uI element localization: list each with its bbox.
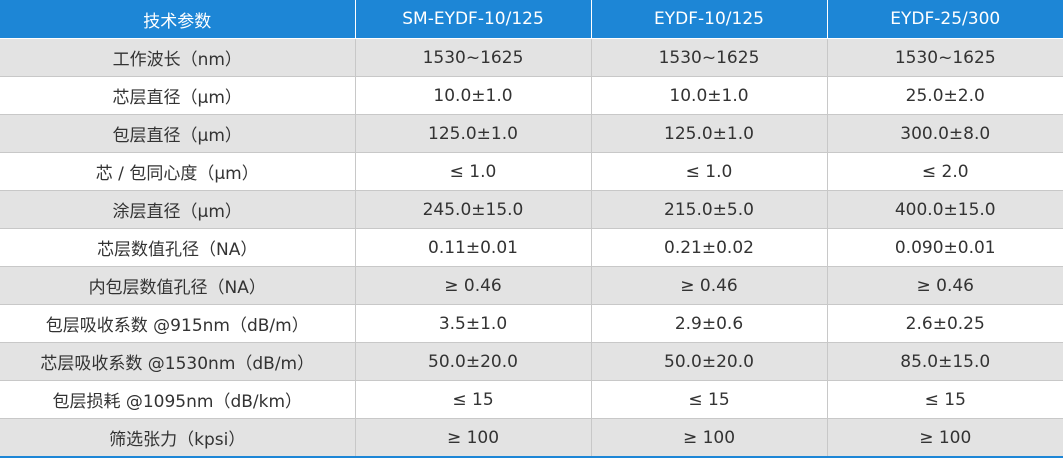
value-cell: ≥ 100	[354, 418, 591, 458]
value-cell: ≥ 100	[826, 418, 1063, 458]
value-cell: 300.0±8.0	[826, 114, 1063, 153]
header-cell: SM-EYDF-10/125	[354, 0, 591, 39]
parameter-cell: 包层吸收系数 @915nm（dB/m）	[0, 304, 355, 343]
value-cell: 1530~1625	[354, 38, 591, 77]
value-cell: ≤ 15	[354, 380, 591, 419]
value-cell: ≤ 15	[826, 380, 1063, 419]
value-cell: ≤ 1.0	[354, 152, 591, 191]
header-row: 技术参数 SM-EYDF-10/125 EYDF-10/125 EYDF-25/300	[0, 0, 1063, 39]
value-cell: 1530~1625	[826, 38, 1063, 77]
table-body: 工作波长（nm） 1530~1625 1530~1625 1530~1625 芯层直径（…	[0, 38, 1063, 458]
value-cell: 125.0±1.0	[590, 114, 827, 153]
table-row: 芯层直径（μm） 10.0±1.0 10.0±1.0 25.0±2.0	[0, 76, 1063, 115]
value-cell: ≥ 0.46	[354, 266, 591, 305]
value-cell: 2.9±0.6	[590, 304, 827, 343]
value-cell: 400.0±15.0	[826, 190, 1063, 229]
table-row: 包层吸收系数 @915nm（dB/m） 3.5±1.0 2.9±0.6 2.6±0.2…	[0, 304, 1063, 343]
value-cell: 1530~1625	[590, 38, 827, 77]
value-cell: 2.6±0.25	[826, 304, 1063, 343]
value-cell: 125.0±1.0	[354, 114, 591, 153]
table-row: 芯层吸收系数 @1530nm（dB/m） 50.0±20.0 50.0±20.0 85…	[0, 342, 1063, 381]
value-cell: ≥ 0.46	[590, 266, 827, 305]
parameter-cell: 工作波长（nm）	[0, 38, 355, 77]
value-cell: 0.11±0.01	[354, 228, 591, 267]
value-cell: 50.0±20.0	[354, 342, 591, 381]
table-row: 芯层数值孔径（NA） 0.11±0.01 0.21±0.02 0.090±0.01	[0, 228, 1063, 267]
header-cell: EYDF-25/300	[826, 0, 1063, 39]
value-cell: 50.0±20.0	[590, 342, 827, 381]
parameter-cell: 芯层数值孔径（NA）	[0, 228, 355, 267]
value-cell: ≤ 2.0	[826, 152, 1063, 191]
parameter-cell: 筛选张力（kpsi）	[0, 418, 355, 458]
parameter-cell: 包层损耗 @1095nm（dB/km）	[0, 380, 355, 419]
table-row: 内包层数值孔径（NA） ≥ 0.46 ≥ 0.46 ≥ 0.46	[0, 266, 1063, 305]
value-cell: 215.0±5.0	[590, 190, 827, 229]
table-row: 芯 / 包同心度（μm） ≤ 1.0 ≤ 1.0 ≤ 2.0	[0, 152, 1063, 191]
value-cell: 85.0±15.0	[826, 342, 1063, 381]
parameter-cell: 内包层数值孔径（NA）	[0, 266, 355, 305]
parameter-cell: 芯 / 包同心度（μm）	[0, 152, 355, 191]
header-cell: 技术参数	[0, 0, 355, 39]
table-row: 筛选张力（kpsi） ≥ 100 ≥ 100 ≥ 100	[0, 418, 1063, 458]
parameter-cell: 芯层直径（μm）	[0, 76, 355, 115]
value-cell: 3.5±1.0	[354, 304, 591, 343]
table-row: 包层损耗 @1095nm（dB/km） ≤ 15 ≤ 15 ≤ 15	[0, 380, 1063, 419]
table-row: 包层直径（μm） 125.0±1.0 125.0±1.0 300.0±8.0	[0, 114, 1063, 153]
value-cell: ≥ 100	[590, 418, 827, 458]
value-cell: 10.0±1.0	[590, 76, 827, 115]
table-row: 工作波长（nm） 1530~1625 1530~1625 1530~1625	[0, 38, 1063, 77]
value-cell: 245.0±15.0	[354, 190, 591, 229]
value-cell: ≤ 1.0	[590, 152, 827, 191]
value-cell: 0.090±0.01	[826, 228, 1063, 267]
value-cell: 10.0±1.0	[354, 76, 591, 115]
value-cell: 25.0±2.0	[826, 76, 1063, 115]
table-row: 涂层直径（μm） 245.0±15.0 215.0±5.0 400.0±15.0	[0, 190, 1063, 229]
parameter-cell: 包层直径（μm）	[0, 114, 355, 153]
value-cell: ≥ 0.46	[826, 266, 1063, 305]
parameter-cell: 涂层直径（μm）	[0, 190, 355, 229]
value-cell: 0.21±0.02	[590, 228, 827, 267]
value-cell: ≤ 15	[590, 380, 827, 419]
header-cell: EYDF-10/125	[590, 0, 827, 39]
parameter-cell: 芯层吸收系数 @1530nm（dB/m）	[0, 342, 355, 381]
